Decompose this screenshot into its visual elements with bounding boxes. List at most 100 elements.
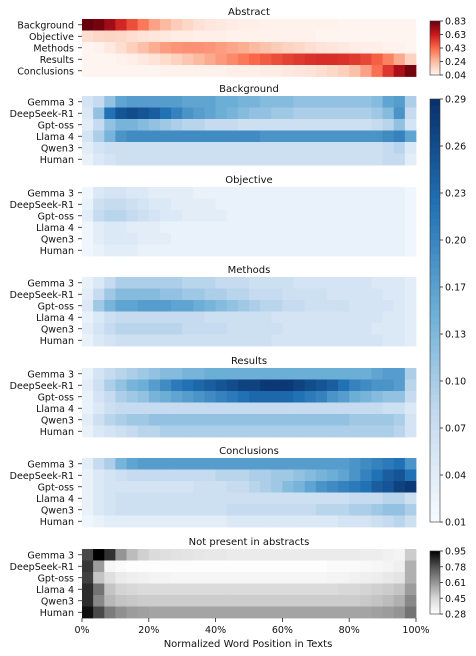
heatmap-cell — [293, 549, 306, 561]
heatmap-cell — [204, 19, 216, 31]
heatmap-cell — [182, 53, 194, 66]
heatmap-cell — [204, 595, 216, 607]
heatmap-cell — [204, 334, 216, 347]
colorbar-segment — [430, 22, 440, 25]
heatmap-cell — [93, 300, 105, 312]
heatmap-cell — [249, 469, 261, 482]
heatmap-cell — [237, 107, 250, 120]
heatmap-cell — [315, 53, 328, 66]
heatmap-cell — [115, 504, 127, 516]
heatmap-cell — [271, 311, 283, 324]
heatmap-cell — [137, 107, 150, 120]
heatmap-cell — [260, 492, 272, 505]
heatmap-cell — [182, 323, 194, 335]
heatmap-cell — [171, 119, 183, 131]
colorbar-segment — [430, 352, 440, 361]
colorbar-segment — [430, 197, 440, 206]
heatmap-cell — [271, 244, 283, 257]
heatmap-cell — [282, 42, 294, 54]
heatmap-cell — [82, 42, 94, 54]
colorbar-segment — [430, 558, 440, 560]
heatmap-cell — [193, 311, 205, 324]
heatmap-cell — [271, 130, 283, 143]
heatmap-cell — [226, 560, 239, 573]
heatmap-cell — [171, 469, 183, 482]
heatmap-cell — [349, 515, 361, 528]
heatmap-cell — [104, 153, 116, 166]
row-label: Gpt-oss — [38, 211, 74, 222]
colorbar-segment — [430, 604, 440, 607]
colorbar-segment — [430, 218, 440, 227]
heatmap-cell — [171, 65, 183, 77]
colorbar-segment — [430, 169, 440, 178]
heatmap-cell — [215, 323, 228, 335]
panel-title: Results — [231, 356, 267, 367]
heatmap-cell — [171, 323, 183, 335]
colorbar-segment — [430, 310, 440, 319]
heatmap-cell — [148, 583, 161, 596]
heatmap-cell — [249, 142, 261, 154]
heatmap-cell — [159, 560, 172, 573]
heatmap-cell — [193, 606, 205, 619]
colorbar-segment — [430, 42, 440, 44]
panel-title: Not present in abstracts — [189, 537, 310, 548]
heatmap-cell — [315, 481, 328, 493]
heatmap-cell — [260, 277, 272, 289]
heatmap-cell — [104, 414, 116, 426]
heatmap-cell — [338, 583, 350, 596]
heatmap-cell — [104, 221, 116, 234]
row-label: Human — [40, 336, 74, 347]
heatmap-cell — [171, 368, 183, 380]
colorbar-segment — [430, 556, 440, 558]
heatmap-cell — [360, 30, 372, 43]
heatmap-cell — [182, 414, 194, 426]
colorbar-segment — [430, 27, 440, 29]
heatmap-cell — [349, 469, 361, 482]
heatmap-cell — [293, 96, 306, 108]
heatmap-cell — [193, 107, 205, 120]
heatmap-cell — [215, 244, 228, 257]
heatmap-cell — [182, 492, 194, 505]
heatmap-cell — [204, 187, 216, 199]
heatmap-cell — [260, 19, 272, 31]
colorbar-segment — [430, 570, 440, 573]
heatmap-cell — [293, 572, 306, 584]
heatmap-cell — [171, 187, 183, 199]
row-label: DeepSeek-R1 — [10, 200, 74, 211]
heatmap-cell — [338, 277, 350, 289]
heatmap-cell — [137, 53, 150, 66]
heatmap-cell — [315, 515, 328, 528]
heatmap-cell — [260, 53, 272, 66]
heatmap-cell — [204, 368, 216, 380]
heatmap-cell — [260, 469, 272, 482]
heatmap-cell — [393, 153, 406, 166]
colorbar-segment — [430, 41, 440, 44]
heatmap-cell — [115, 481, 127, 493]
heatmap-cell — [393, 288, 406, 301]
heatmap-cell — [193, 572, 205, 584]
heatmap-cell — [282, 107, 294, 120]
heatmap-cell — [315, 142, 328, 154]
heatmap-cell — [360, 458, 372, 470]
heatmap-cell — [126, 288, 139, 301]
heatmap-cell — [171, 595, 183, 607]
heatmap-cell — [338, 572, 350, 584]
heatmap-cell — [137, 210, 150, 222]
heatmap-cell — [282, 233, 294, 245]
heatmap-cell — [293, 300, 306, 312]
heatmap-cell — [137, 368, 150, 380]
heatmap-cell — [404, 425, 417, 438]
heatmap-cell — [182, 379, 194, 392]
heatmap-cell — [382, 391, 395, 403]
heatmap-cell — [215, 65, 228, 77]
heatmap-cell — [360, 368, 372, 380]
colorbar-segment — [430, 395, 440, 403]
heatmap-cell — [304, 65, 317, 77]
heatmap-cell — [226, 65, 239, 77]
heatmap-cell — [182, 221, 194, 234]
heatmap-cell — [159, 277, 172, 289]
heatmap-cell — [148, 504, 161, 516]
heatmap-cell — [349, 198, 361, 211]
heatmap-cell — [137, 492, 150, 505]
heatmap-cell — [237, 414, 250, 426]
